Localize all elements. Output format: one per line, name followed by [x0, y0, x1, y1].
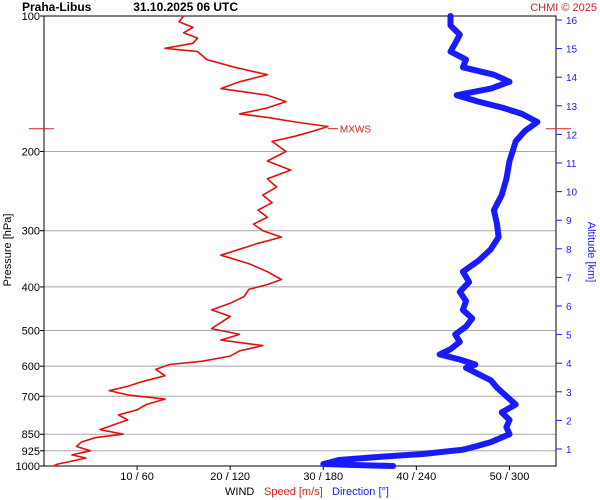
- pressure-axis: 100 200 300 400 500 600 700 850 925 1000: [16, 11, 44, 473]
- x-tick-label-3: 30 / 180: [303, 471, 343, 483]
- altitude-tick-label-5: 5: [566, 331, 572, 342]
- altitude-tick-label-13: 13: [566, 102, 578, 113]
- pressure-tick-label-200: 200: [22, 146, 40, 158]
- altitude-tick-label-16: 16: [566, 16, 578, 27]
- altitude-tick-label-8: 8: [566, 245, 572, 256]
- maxwind-marker: MXWS: [29, 125, 571, 136]
- direction-axis-title: Direction [°]: [332, 486, 389, 498]
- pressure-tick-label-500: 500: [22, 326, 40, 338]
- altitude-tick-label-4: 4: [566, 359, 572, 370]
- x-tick-label-1: 10 / 60: [120, 471, 154, 483]
- altitude-tick-label-14: 14: [566, 73, 578, 84]
- pressure-tick-label-925: 925: [22, 446, 40, 458]
- pressure-tick-label-300: 300: [22, 226, 40, 238]
- x-tick-label-4: 40 / 240: [396, 471, 436, 483]
- mxws-label: MXWS: [340, 125, 371, 136]
- altitude-tick-label-9: 9: [566, 216, 572, 227]
- pressure-tick-label-850: 850: [22, 429, 40, 441]
- direction-line: [320, 13, 541, 469]
- pressure-tick-label-100: 100: [22, 11, 40, 23]
- pressure-tick-label-1000: 1000: [16, 461, 40, 473]
- pressure-tick-label-600: 600: [22, 361, 40, 373]
- x-tick-label-5: 50 / 300: [490, 471, 530, 483]
- altitude-tick-label-7: 7: [566, 273, 572, 284]
- altitude-tick-label-2: 2: [566, 416, 572, 427]
- pressure-tick-label-400: 400: [22, 282, 40, 294]
- altitude-tick-label-6: 6: [566, 302, 572, 313]
- altitude-tick-label-10: 10: [566, 188, 578, 199]
- altitude-tick-label-11: 11: [566, 159, 577, 170]
- x-axis: 10 / 60 20 / 120 30 / 180 40 / 240 50 / 300: [120, 466, 529, 483]
- direction-series: [320, 13, 541, 469]
- datetime-title: 31.10.2025 06 UTC: [133, 0, 238, 14]
- speed-line: [52, 15, 329, 467]
- altitude-tick-label-1: 1: [566, 445, 572, 456]
- speed-series: [52, 15, 329, 467]
- x-tick-label-2: 20 / 120: [210, 471, 250, 483]
- altitude-tick-label-3: 3: [566, 388, 572, 399]
- plot-frame: [43, 15, 557, 467]
- speed-axis-title: Speed [m/s]: [264, 486, 323, 498]
- grid-lines: [44, 150, 556, 452]
- pressure-tick-label-700: 700: [22, 391, 40, 403]
- altitude-tick-label-15: 15: [566, 45, 578, 56]
- station-title: Praha-Libus: [22, 0, 92, 14]
- altitude-axis-label: Altitude [km]: [585, 222, 597, 283]
- credit-label: CHMI © 2025: [530, 2, 597, 14]
- altitude-tick-label-12: 12: [566, 130, 578, 141]
- pressure-axis-label: Pressure [hPa]: [2, 214, 14, 287]
- wind-axis-title: WIND: [225, 486, 254, 498]
- plot-border: [43, 15, 557, 467]
